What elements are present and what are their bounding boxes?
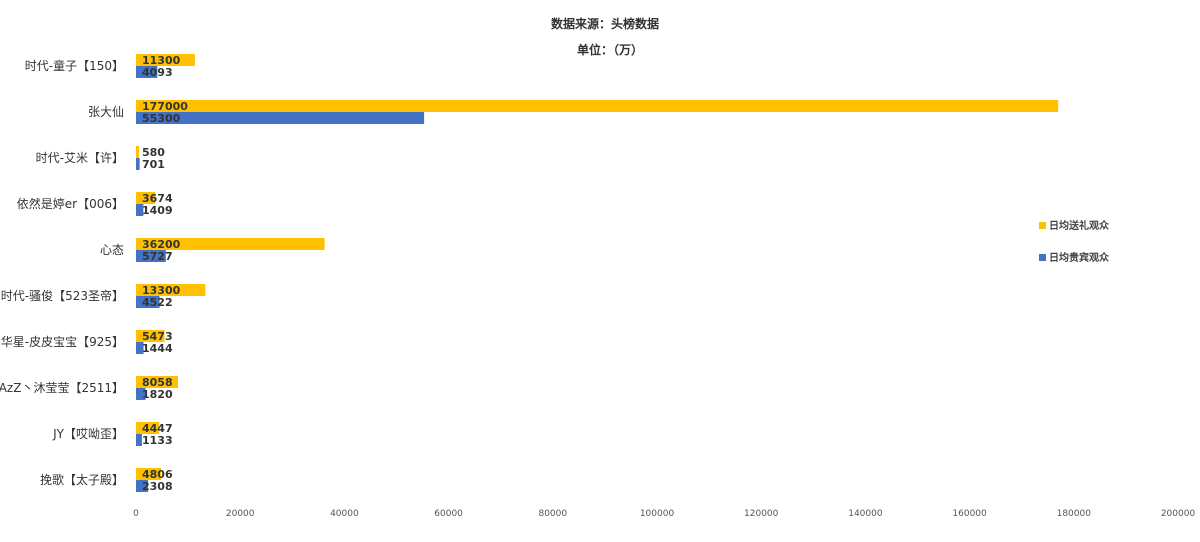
chart-subtitle: 单位：（万） bbox=[577, 42, 643, 57]
bar-vip-viewers bbox=[136, 296, 160, 308]
legend-label: 日均贵宾观众 bbox=[1049, 251, 1110, 264]
category-label: 华星-皮皮宝宝【925】 bbox=[1, 335, 124, 349]
category-label: 张大仙 bbox=[88, 105, 124, 119]
bar-gift-viewers bbox=[136, 376, 178, 388]
bar-vip-viewers bbox=[136, 66, 158, 78]
data-label: 4447 bbox=[142, 422, 173, 435]
x-tick-label: 200000 bbox=[1161, 509, 1196, 519]
data-label: 177000 bbox=[142, 100, 188, 113]
data-label: 1133 bbox=[142, 434, 173, 447]
legend-label: 日均送礼观众 bbox=[1049, 219, 1110, 232]
bar-vip-viewers bbox=[136, 480, 149, 492]
bar-gift-viewers bbox=[136, 422, 160, 434]
legend-swatch bbox=[1039, 254, 1046, 261]
bar-gift-viewers bbox=[136, 330, 165, 342]
bar-vip-viewers bbox=[136, 342, 144, 354]
category-axis: 时代-童子【150】张大仙时代-艾米【许】依然是婷er【006】心态时代-骚俊【… bbox=[0, 58, 124, 487]
bar-vip-viewers bbox=[136, 204, 144, 216]
bar-gift-viewers bbox=[136, 284, 206, 296]
data-label: 11300 bbox=[142, 54, 181, 67]
data-label: 5727 bbox=[142, 250, 173, 263]
data-label: 580 bbox=[142, 146, 165, 159]
data-label: 55300 bbox=[142, 112, 181, 125]
x-tick-label: 0 bbox=[133, 509, 139, 519]
data-label: 2308 bbox=[142, 480, 173, 493]
data-label: 3674 bbox=[142, 192, 173, 205]
category-label: AzZ丶沐莹莹【2511】 bbox=[0, 381, 124, 395]
bar-gift-viewers bbox=[136, 54, 195, 66]
category-label: 心态 bbox=[100, 243, 124, 257]
x-tick-label: 140000 bbox=[848, 509, 883, 519]
bar-gift-viewers bbox=[136, 146, 140, 158]
x-tick-label: 160000 bbox=[952, 509, 987, 519]
data-label: 4806 bbox=[142, 468, 173, 481]
category-label: 时代-童子【150】 bbox=[25, 58, 124, 73]
data-label: 36200 bbox=[142, 238, 181, 251]
data-label: 1409 bbox=[142, 204, 173, 217]
value-axis: 0 20000 40000 60000 80000 100000 120000 140000 1… bbox=[133, 509, 1195, 519]
data-label: 1820 bbox=[142, 388, 173, 401]
data-label: 701 bbox=[142, 158, 165, 171]
bar-gift-viewers bbox=[136, 100, 1059, 112]
bar-gift-viewers bbox=[136, 192, 156, 204]
data-label: 1444 bbox=[142, 342, 173, 355]
bar-vip-viewers bbox=[136, 112, 425, 124]
x-tick-label: 180000 bbox=[1057, 509, 1092, 519]
data-label: 4522 bbox=[142, 296, 173, 309]
x-tick-label: 40000 bbox=[330, 509, 359, 519]
category-label: 依然是婷er【006】 bbox=[17, 196, 124, 211]
bar-gift-viewers bbox=[136, 238, 325, 250]
bars: 1130040931770005530058070136741409362005… bbox=[136, 54, 1059, 493]
chart-title: 数据来源：头榜数据 bbox=[551, 16, 659, 31]
category-label: 时代-艾米【许】 bbox=[36, 151, 124, 165]
x-tick-label: 100000 bbox=[640, 509, 675, 519]
data-label: 4093 bbox=[142, 66, 173, 79]
category-label: JY【哎呦歪】 bbox=[52, 427, 124, 441]
x-tick-label: 120000 bbox=[744, 509, 779, 519]
data-label: 5473 bbox=[142, 330, 173, 343]
legend-swatch bbox=[1039, 222, 1046, 229]
data-label: 8058 bbox=[142, 376, 173, 389]
x-tick-label: 60000 bbox=[434, 509, 463, 519]
category-label: 挽歌【太子殿】 bbox=[40, 472, 124, 487]
bar-gift-viewers bbox=[136, 468, 162, 480]
x-tick-label: 80000 bbox=[538, 509, 567, 519]
bar-vip-viewers bbox=[136, 158, 140, 170]
category-label: 时代-骚俊【523圣帝】 bbox=[1, 288, 124, 303]
bar-vip-viewers bbox=[136, 250, 166, 262]
bar-vip-viewers bbox=[136, 434, 142, 446]
x-tick-label: 20000 bbox=[226, 509, 255, 519]
data-label: 13300 bbox=[142, 284, 181, 297]
bar-vip-viewers bbox=[136, 388, 146, 400]
